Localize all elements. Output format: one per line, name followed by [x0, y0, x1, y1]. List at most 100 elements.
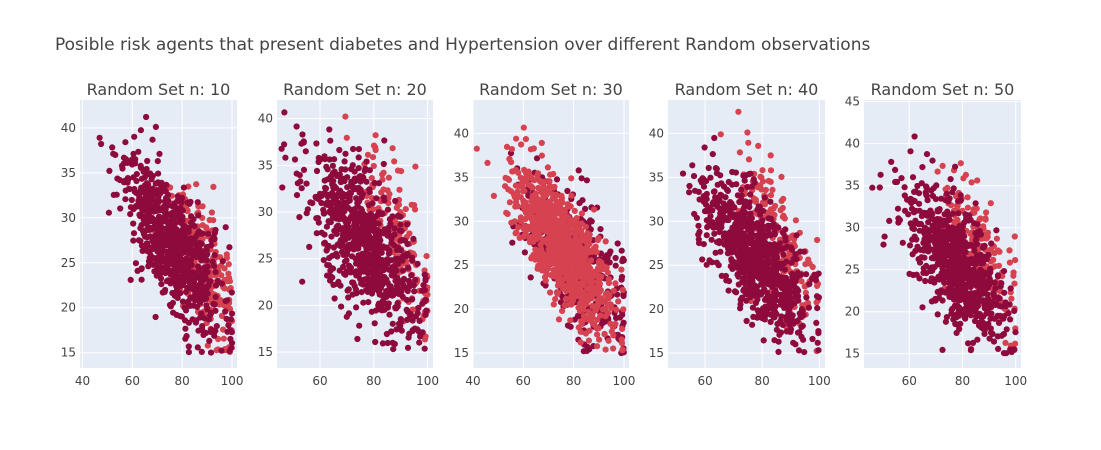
scatter-point — [591, 289, 598, 296]
scatter-point — [602, 238, 609, 245]
scatter-point — [325, 262, 332, 269]
scatter-point — [349, 162, 356, 169]
scatter-point — [360, 233, 367, 240]
scatter-point — [911, 188, 918, 195]
scatter-point — [372, 132, 379, 139]
scatter-point — [165, 197, 172, 204]
scatter-point — [299, 131, 306, 138]
scatter-point — [813, 319, 820, 326]
scatter-point — [177, 204, 184, 211]
scatter-point — [742, 172, 749, 179]
scatter-point — [323, 200, 330, 207]
scatter-point — [146, 261, 153, 268]
scatter-point — [336, 146, 343, 154]
scatter-point — [152, 123, 159, 130]
scatter-point — [370, 162, 377, 170]
scatter-point — [565, 249, 573, 256]
scatter-point — [711, 230, 718, 237]
scatter-point — [424, 291, 431, 298]
scatter-point — [580, 273, 587, 280]
scatter-point — [412, 313, 420, 320]
scatter-point — [715, 262, 722, 269]
scatter-point — [957, 160, 964, 167]
scatter-point — [749, 304, 757, 311]
scatter-point — [388, 328, 395, 335]
scatter-point — [787, 244, 795, 251]
scatter-point — [205, 230, 212, 237]
scatter-point — [750, 176, 757, 183]
scatter-point — [587, 317, 595, 324]
scatter-point — [679, 170, 687, 177]
x-tick-label: 80 — [366, 374, 381, 388]
scatter-point — [364, 217, 371, 224]
scatter-point — [919, 164, 926, 171]
y-tick-label: 40 — [61, 121, 76, 135]
scatter-point — [973, 313, 980, 320]
scatter-point — [881, 233, 888, 240]
scatter-point — [338, 303, 345, 310]
y-tick-label: 30 — [61, 211, 76, 225]
scatter-point — [187, 198, 194, 205]
scatter-point — [154, 158, 161, 165]
scatter-point — [509, 168, 516, 175]
scatter-point — [404, 316, 411, 323]
scatter-point — [421, 345, 428, 352]
scatter-point — [815, 347, 822, 354]
scatter-point — [513, 229, 520, 236]
scatter-point — [769, 186, 776, 193]
scatter-point — [573, 246, 581, 253]
scatter-point — [355, 154, 362, 161]
scatter-point — [147, 224, 154, 231]
scatter-point — [326, 254, 333, 262]
scatter-point — [546, 182, 554, 189]
scatter-point — [154, 271, 161, 278]
scatter-point — [185, 343, 192, 350]
scatter-point — [133, 202, 140, 209]
scatter-point — [189, 270, 196, 277]
scatter-point — [960, 175, 967, 182]
scatter-point — [144, 240, 151, 247]
scatter-point — [109, 144, 116, 151]
scatter-point — [755, 142, 762, 149]
scatter-point — [128, 196, 135, 204]
scatter-point — [358, 194, 365, 201]
scatter-point — [212, 327, 219, 335]
scatter-point — [558, 234, 566, 241]
scatter-point — [607, 320, 614, 327]
scatter-point — [220, 335, 227, 342]
scatter-point — [753, 245, 760, 252]
scatter-point — [771, 226, 778, 233]
scatter-point — [579, 237, 586, 244]
scatter-point — [506, 199, 513, 206]
scatter-point — [759, 167, 766, 174]
scatter-point — [522, 216, 529, 223]
scatter-point — [550, 236, 557, 243]
scatter-point — [705, 164, 712, 172]
scatter-point — [739, 241, 746, 248]
scatter-point — [544, 219, 551, 226]
scatter-point — [919, 304, 926, 311]
x-tick-label: 60 — [125, 374, 140, 388]
scatter-point — [514, 192, 521, 199]
scatter-point — [760, 337, 767, 344]
scatter-point — [517, 174, 524, 181]
scatter-point — [708, 218, 715, 226]
scatter-point — [724, 187, 732, 194]
scatter-point — [566, 301, 573, 308]
scatter-point — [343, 268, 350, 275]
scatter-point — [748, 227, 755, 234]
scatter-point — [338, 166, 345, 173]
scatter-point — [155, 190, 162, 198]
scatter-point — [204, 263, 211, 270]
scatter-point — [758, 229, 765, 236]
scatter-point — [225, 270, 232, 277]
scatter-point — [563, 226, 570, 233]
scatter-point — [564, 259, 571, 266]
scatter-point — [880, 241, 887, 248]
scatter-point — [198, 310, 205, 317]
scatter-point — [379, 171, 386, 178]
scatter-point — [803, 294, 810, 301]
scatter-point — [339, 190, 346, 197]
scatter-point — [384, 304, 391, 311]
